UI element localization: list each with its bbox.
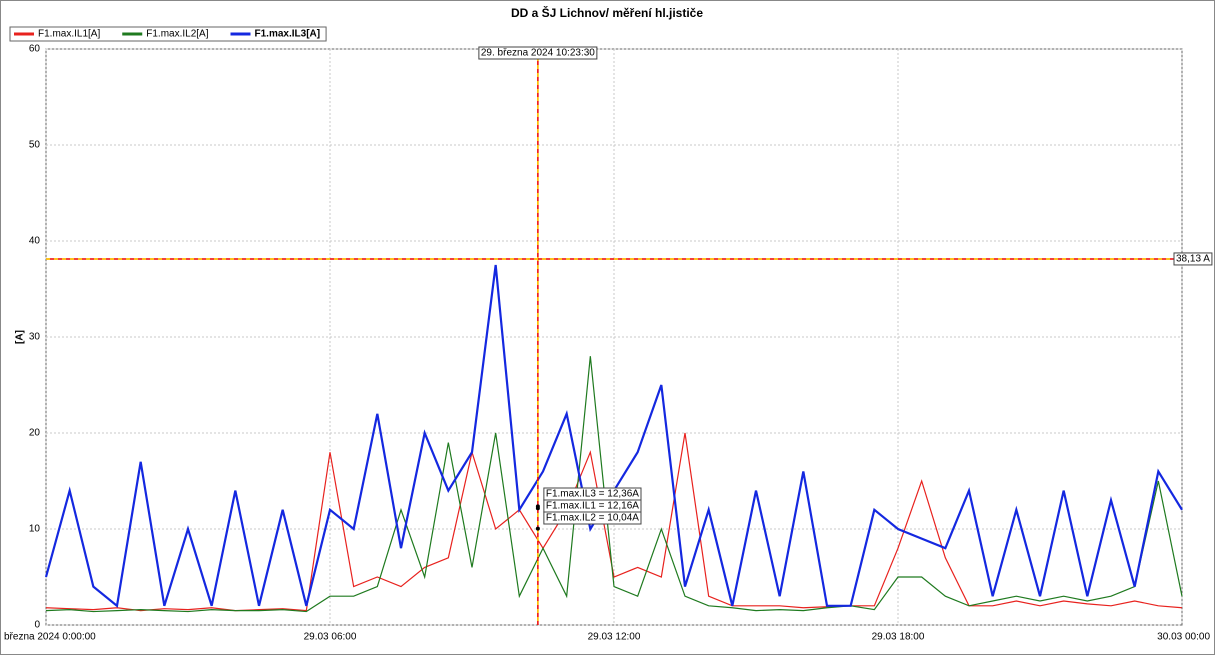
y-tick-label: 10 [29, 524, 41, 535]
y-tick-label: 20 [29, 428, 41, 439]
x-tick-label: 30.03 00:00 [1157, 632, 1210, 643]
x-tick-label: 29.03 06:00 [304, 632, 357, 643]
chart-title: DD a ŠJ Lichnov/ měření hl.jističe [511, 5, 703, 20]
x-tick-label: března 2024 0:00:00 [4, 632, 96, 643]
series-line [45, 356, 1183, 613]
y-axis-label: [A] [15, 330, 26, 344]
legend-label: F1.max.IL3[A] [255, 29, 321, 40]
legend-label: F1.max.IL1[A] [38, 29, 100, 40]
cursor-label: 38,13 A [1176, 254, 1210, 265]
y-tick-label: 60 [29, 44, 41, 55]
y-tick-label: 0 [34, 620, 40, 631]
label-box [1173, 252, 1213, 266]
cursor-label: F1.max.IL3 = 12,36A [546, 489, 639, 500]
readout-point [535, 506, 540, 511]
readout-point [535, 526, 540, 531]
y-tick-label: 30 [29, 332, 41, 343]
y-tick-label: 40 [29, 236, 41, 247]
x-tick-label: 29.03 18:00 [872, 632, 925, 643]
legend-box [9, 26, 327, 42]
legend-label: F1.max.IL2[A] [146, 29, 208, 40]
y-tick-label: 50 [29, 140, 41, 151]
x-tick-label: 29.03 12:00 [588, 632, 641, 643]
cursor-label: 29. března 2024 10:23:30 [481, 48, 595, 59]
cursor-label: F1.max.IL1 = 12,16A [546, 501, 639, 512]
label-box [543, 511, 642, 525]
label-box [478, 46, 598, 60]
cursor-label: F1.max.IL2 = 10,04A [546, 513, 639, 524]
